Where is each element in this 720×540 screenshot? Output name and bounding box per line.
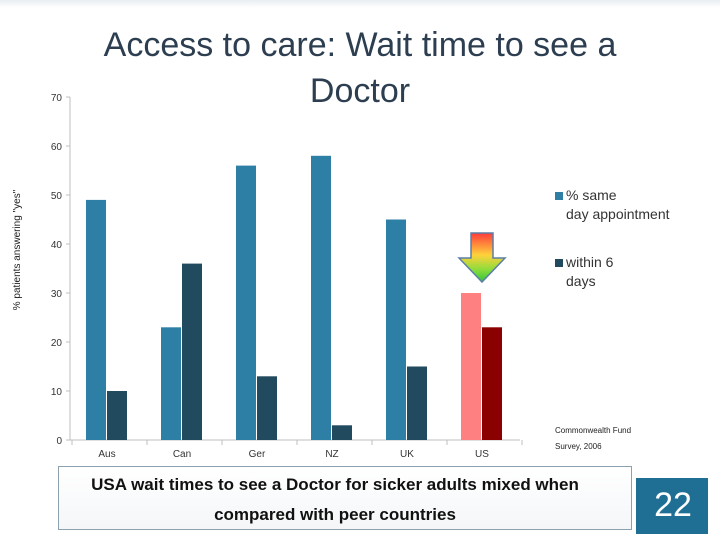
x-tick-label: UK bbox=[400, 449, 414, 460]
down-arrow-icon bbox=[457, 232, 507, 284]
legend-label: % same day appointment bbox=[566, 187, 670, 222]
legend-swatch bbox=[555, 259, 563, 267]
legend-swatch bbox=[555, 192, 563, 200]
top-band bbox=[0, 0, 720, 8]
y-tick-label: 40 bbox=[51, 240, 63, 251]
bar-ger-series-2 bbox=[257, 376, 277, 440]
source-annotation: Survey, 2006 bbox=[555, 442, 602, 451]
x-tick-label: US bbox=[475, 449, 489, 460]
bar-aus-series-1 bbox=[86, 199, 106, 440]
y-tick-label: 20 bbox=[51, 338, 63, 349]
source-annotation: Commonwealth Fund bbox=[555, 426, 631, 435]
page-number: 22 bbox=[654, 486, 692, 524]
page-number-badge bbox=[636, 478, 708, 534]
bar-nz-series-2 bbox=[332, 425, 352, 440]
bar-nz-series-1 bbox=[311, 155, 331, 441]
legend-label: within 6 days bbox=[565, 254, 614, 289]
x-tick-label: Ger bbox=[249, 449, 266, 460]
y-tick-label: 10 bbox=[51, 387, 63, 398]
y-axis-label: % patients answering "yes" bbox=[12, 189, 23, 310]
bar-uk-series-1 bbox=[386, 219, 406, 440]
bar-us-series-1 bbox=[461, 293, 481, 440]
bar-uk-series-2 bbox=[407, 366, 427, 440]
slide-caption: USA wait times to see a Doctor for sicke… bbox=[91, 475, 579, 524]
bar-can-series-1 bbox=[161, 327, 181, 440]
y-tick-label: 60 bbox=[51, 142, 63, 153]
bar-ger-series-1 bbox=[236, 165, 256, 440]
chart-title: Access to care: Wait time to see a Docto… bbox=[103, 26, 617, 110]
bar-aus-series-2 bbox=[107, 391, 127, 440]
bar-us-series-2 bbox=[482, 327, 502, 440]
y-tick-label: 30 bbox=[51, 289, 63, 300]
x-tick-label: Can bbox=[173, 449, 191, 460]
caption-box bbox=[58, 466, 632, 530]
bar-can-series-2 bbox=[182, 263, 202, 440]
x-tick-label: NZ bbox=[325, 449, 338, 460]
y-tick-label: 50 bbox=[51, 191, 63, 202]
y-tick-label: 70 bbox=[51, 93, 63, 104]
x-tick-label: Aus bbox=[98, 449, 115, 460]
y-tick-label: 0 bbox=[56, 436, 62, 447]
